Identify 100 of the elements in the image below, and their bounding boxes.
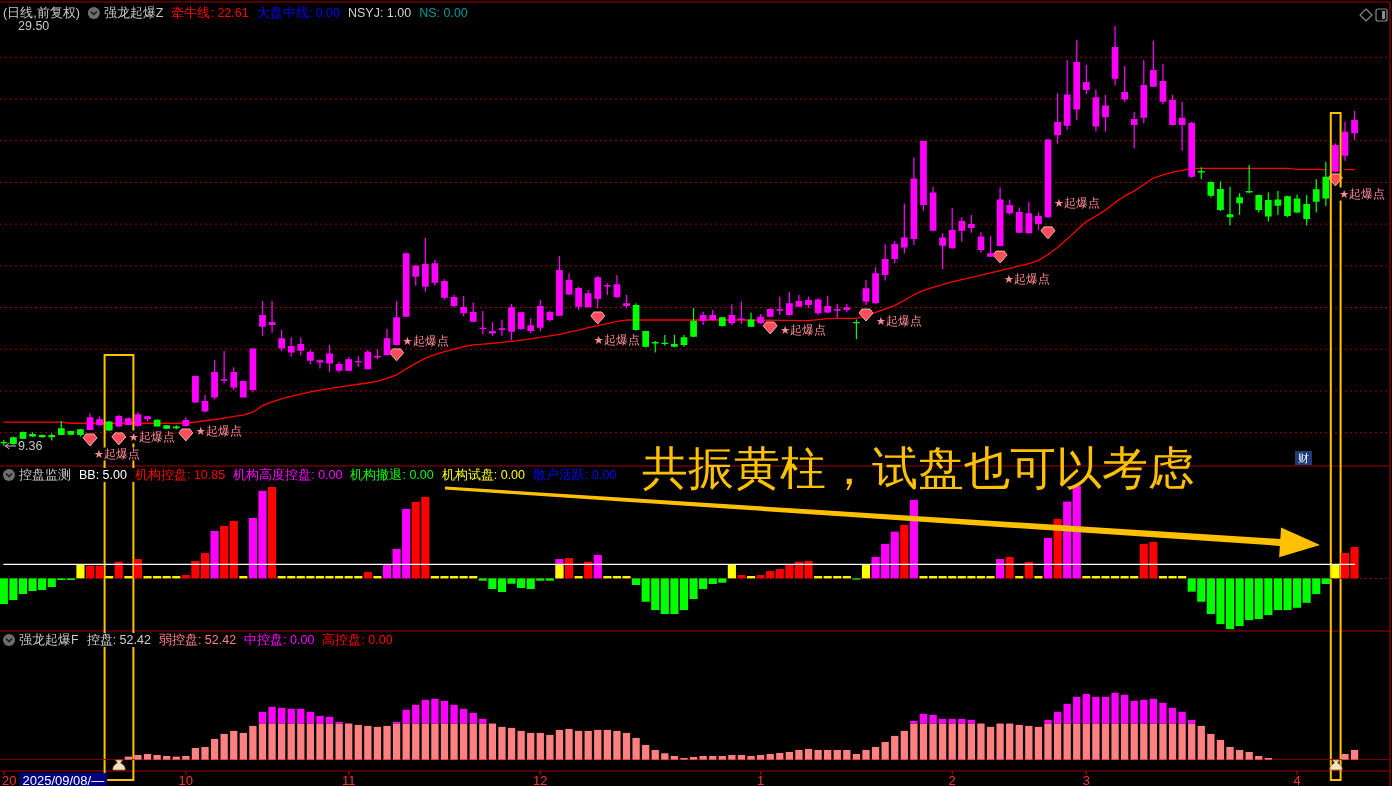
chart-title: 控盘监测 (19, 468, 71, 482)
bar (843, 749, 851, 760)
bar (1073, 696, 1081, 724)
bar (1350, 749, 1359, 760)
bar (1063, 723, 1071, 760)
bar (737, 575, 746, 579)
bar (268, 723, 276, 760)
data-label: ★起爆点 (93, 447, 141, 460)
bar (220, 525, 229, 579)
bar (890, 531, 899, 579)
bar (1043, 537, 1053, 579)
candlestick (230, 367, 238, 390)
bar (728, 754, 736, 760)
annotation: 2025/09/08/— (19, 772, 108, 786)
candlestick (1312, 179, 1320, 213)
data-label: ★起爆点 (593, 333, 640, 346)
bar (450, 704, 458, 724)
bar (594, 729, 602, 760)
bar (699, 755, 707, 760)
candlestick (268, 301, 276, 333)
bar (200, 553, 210, 579)
bar (373, 726, 382, 760)
bar (1006, 723, 1014, 760)
bar (613, 730, 621, 760)
bar (469, 712, 477, 724)
bar (929, 714, 937, 724)
bar (1331, 564, 1340, 579)
candlestick (29, 432, 36, 438)
bar (498, 726, 506, 760)
candlestick (316, 359, 324, 369)
bar (402, 723, 410, 760)
bar (249, 725, 257, 760)
candlestick (843, 303, 851, 313)
bar (95, 565, 104, 579)
bar (1024, 561, 1033, 579)
bar (297, 708, 305, 724)
bar (133, 559, 143, 579)
bar (1341, 753, 1349, 760)
bar (460, 723, 468, 760)
x-tick-label: 4 (1293, 772, 1301, 786)
bar (574, 730, 583, 760)
bar (1121, 723, 1129, 760)
bar (124, 756, 133, 760)
legend-label: 高控盘: 0.00 (322, 632, 393, 647)
bar (747, 755, 755, 760)
bar (76, 564, 85, 579)
candlestick (623, 295, 630, 309)
bar (670, 755, 679, 760)
bar (488, 723, 497, 760)
bar (421, 699, 429, 724)
bar (603, 729, 611, 760)
candlestick (144, 415, 151, 422)
bar (421, 723, 429, 760)
bar (1101, 696, 1110, 724)
data-label: ★起爆点 (1003, 273, 1051, 286)
candlestick (192, 375, 199, 404)
bar (287, 708, 295, 724)
bar (1159, 702, 1167, 724)
candlestick (1015, 207, 1023, 234)
bar (814, 749, 822, 760)
bar (727, 564, 736, 579)
bar (546, 734, 554, 760)
bar (306, 711, 315, 724)
bar (1034, 726, 1043, 760)
candlestick (833, 303, 841, 319)
bar (335, 723, 343, 760)
bar (1149, 698, 1158, 724)
bar (938, 718, 947, 724)
x-tick-label: 11 (341, 772, 356, 786)
legend-label: NSYJ: 1.00 (347, 6, 412, 20)
bar (718, 755, 726, 760)
annotation: 共振黄柱，试盘也可以考虑 (641, 442, 1194, 494)
candlestick (699, 311, 707, 326)
x-tick-label: 12 (533, 772, 548, 786)
bar (891, 735, 899, 760)
bar (1255, 755, 1263, 760)
candlestick (125, 417, 132, 426)
candlestick (508, 303, 515, 341)
bar (364, 725, 372, 760)
bar (191, 747, 200, 760)
bar (18, 578, 28, 595)
data-label: ★起爆点 (779, 323, 827, 336)
bar (545, 578, 554, 581)
bar (172, 756, 180, 760)
bar (431, 723, 439, 760)
candlestick (671, 335, 678, 348)
bar (431, 698, 439, 724)
bar (229, 520, 238, 579)
bar (517, 730, 525, 760)
text: 机构高度控盘: 0.00 (233, 467, 343, 482)
bar (986, 726, 995, 760)
bar (565, 728, 573, 760)
bar (316, 715, 324, 724)
bar (383, 725, 391, 760)
bar (1111, 723, 1119, 760)
legend-label: 大盘中线: 0.00 (256, 6, 341, 20)
bar (632, 737, 640, 760)
bar (776, 752, 784, 760)
bar (1053, 711, 1062, 724)
candlestick (987, 235, 994, 258)
